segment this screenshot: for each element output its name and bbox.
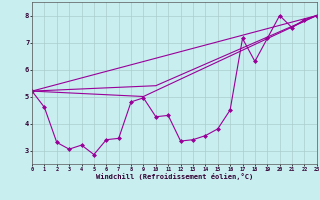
X-axis label: Windchill (Refroidissement éolien,°C): Windchill (Refroidissement éolien,°C) <box>96 173 253 180</box>
